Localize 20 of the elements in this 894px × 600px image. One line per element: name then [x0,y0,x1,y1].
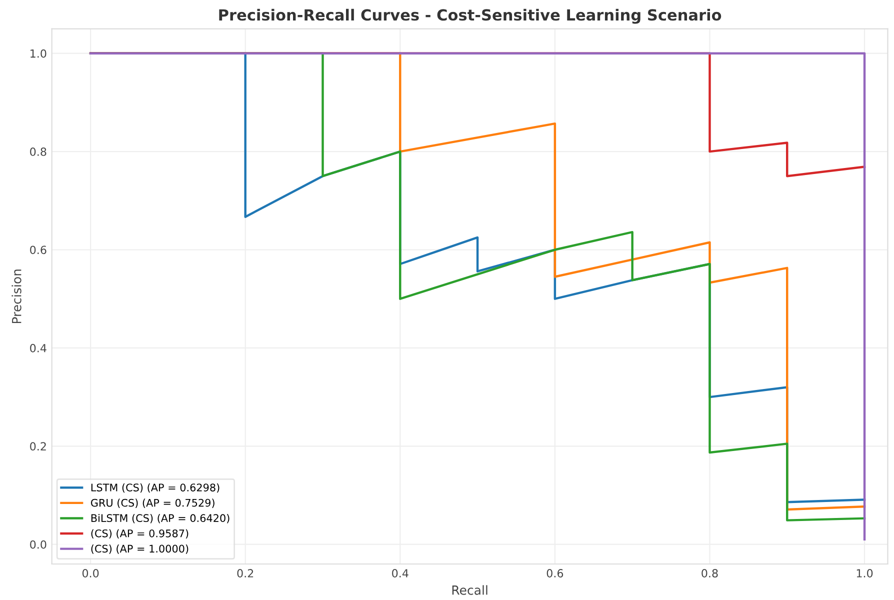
y-tick-label: 0.2 [30,442,46,451]
y-axis-title: Precision [12,270,22,324]
y-tick-label: 0.8 [30,148,46,156]
y-tick-label: 0.0 [30,540,46,549]
legend-label: (CS) (AP = 0.9587) [91,529,188,539]
y-tick-label: 0.4 [30,344,46,352]
x-tick-label: 0.2 [237,569,254,578]
x-tick-label: 0.6 [546,569,564,578]
chart-title: Precision-Recall Curves - Cost-Sensitive Learning Scenario [219,8,722,24]
x-tick-label: 0.4 [392,569,408,578]
y-tick-label: 0.6 [30,246,46,254]
y-tick-label: 1.0 [30,49,46,58]
x-tick-label: 0.8 [702,569,718,578]
legend-label: (CS) (AP = 1.0000) [91,544,188,554]
legend-label: GRU (CS) (AP = 0.7529) [90,498,214,508]
legend-label: LSTM (CS) (AP = 0.6298) [91,483,220,493]
legend-label: BiLSTM (CS) (AP = 0.6420) [91,514,230,524]
x-tick-label: 1.0 [856,569,873,578]
x-axis-title: Recall [452,585,488,595]
x-tick-label: 0.0 [82,569,99,578]
